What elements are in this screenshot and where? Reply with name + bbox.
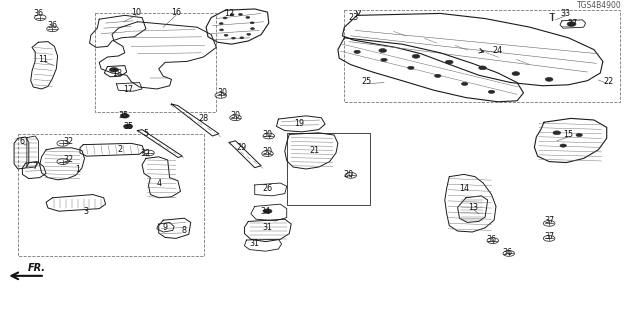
Circle shape	[412, 54, 420, 58]
Text: 8: 8	[182, 226, 187, 235]
Text: 31: 31	[262, 223, 273, 232]
Text: 4: 4	[156, 180, 161, 188]
Text: 22: 22	[603, 77, 613, 86]
Circle shape	[220, 23, 223, 25]
Text: 24: 24	[493, 46, 503, 55]
Text: 32: 32	[63, 137, 74, 146]
Text: 33: 33	[560, 9, 570, 18]
Text: 36: 36	[33, 9, 44, 18]
Text: 23: 23	[348, 13, 358, 22]
Text: 30: 30	[262, 130, 273, 139]
Circle shape	[545, 77, 553, 81]
Circle shape	[381, 58, 387, 61]
Text: 36: 36	[486, 235, 497, 244]
Text: 13: 13	[468, 203, 479, 212]
Text: 29: 29	[237, 143, 247, 152]
Circle shape	[250, 22, 254, 24]
Circle shape	[240, 37, 244, 39]
Text: 32: 32	[63, 156, 74, 164]
Text: 37: 37	[544, 232, 554, 241]
Circle shape	[220, 29, 223, 31]
Text: 17: 17	[123, 85, 133, 94]
Text: 32: 32	[141, 149, 151, 158]
Text: 5: 5	[143, 129, 148, 138]
Bar	[95, 13, 216, 112]
Text: 30: 30	[218, 88, 228, 97]
Bar	[287, 133, 370, 205]
Text: TGS4B4900: TGS4B4900	[577, 1, 622, 10]
Circle shape	[230, 14, 234, 16]
Text: 7: 7	[33, 162, 38, 171]
Circle shape	[124, 124, 132, 129]
Text: 27: 27	[568, 20, 578, 28]
Text: 20: 20	[344, 170, 354, 179]
Circle shape	[224, 34, 228, 36]
Circle shape	[251, 28, 255, 30]
Text: 21: 21	[310, 146, 320, 155]
Text: 25: 25	[361, 77, 371, 86]
Circle shape	[488, 90, 495, 93]
Circle shape	[560, 144, 566, 147]
Text: 30: 30	[230, 111, 241, 120]
Text: 36: 36	[502, 248, 513, 257]
Circle shape	[247, 33, 251, 35]
Circle shape	[461, 82, 468, 85]
Text: 11: 11	[38, 55, 49, 64]
Text: 9: 9	[163, 223, 168, 232]
Circle shape	[553, 131, 561, 135]
Circle shape	[512, 72, 520, 76]
Text: 10: 10	[131, 8, 141, 17]
Circle shape	[408, 66, 414, 69]
Text: 35: 35	[118, 111, 129, 120]
Text: 31: 31	[250, 239, 260, 248]
Text: 2: 2	[118, 145, 123, 154]
Circle shape	[246, 16, 250, 18]
Text: 35: 35	[123, 122, 133, 131]
Circle shape	[576, 133, 582, 137]
Text: 18: 18	[112, 69, 122, 78]
Circle shape	[109, 68, 118, 72]
Bar	[344, 10, 620, 102]
Text: 37: 37	[544, 216, 554, 225]
Bar	[18, 134, 204, 256]
Circle shape	[223, 17, 227, 19]
Text: 14: 14	[459, 184, 469, 193]
Circle shape	[239, 13, 243, 15]
Circle shape	[263, 209, 272, 213]
Text: 1: 1	[76, 165, 81, 174]
Text: 26: 26	[262, 184, 273, 193]
Text: 3: 3	[84, 207, 89, 216]
Circle shape	[379, 49, 387, 52]
Circle shape	[435, 74, 441, 77]
Text: 6: 6	[20, 137, 25, 146]
Circle shape	[120, 114, 129, 118]
Text: 34: 34	[260, 207, 271, 216]
Circle shape	[232, 37, 236, 39]
Text: 36: 36	[47, 21, 58, 30]
Text: 12: 12	[224, 9, 234, 18]
Circle shape	[479, 66, 486, 70]
Text: 28: 28	[198, 114, 209, 123]
Text: 16: 16	[171, 8, 181, 17]
Text: 15: 15	[563, 130, 573, 139]
Text: FR.: FR.	[28, 263, 45, 273]
Circle shape	[445, 60, 453, 64]
Circle shape	[354, 50, 360, 53]
Circle shape	[567, 22, 576, 26]
Text: 19: 19	[294, 119, 305, 128]
Text: 30: 30	[262, 148, 273, 156]
